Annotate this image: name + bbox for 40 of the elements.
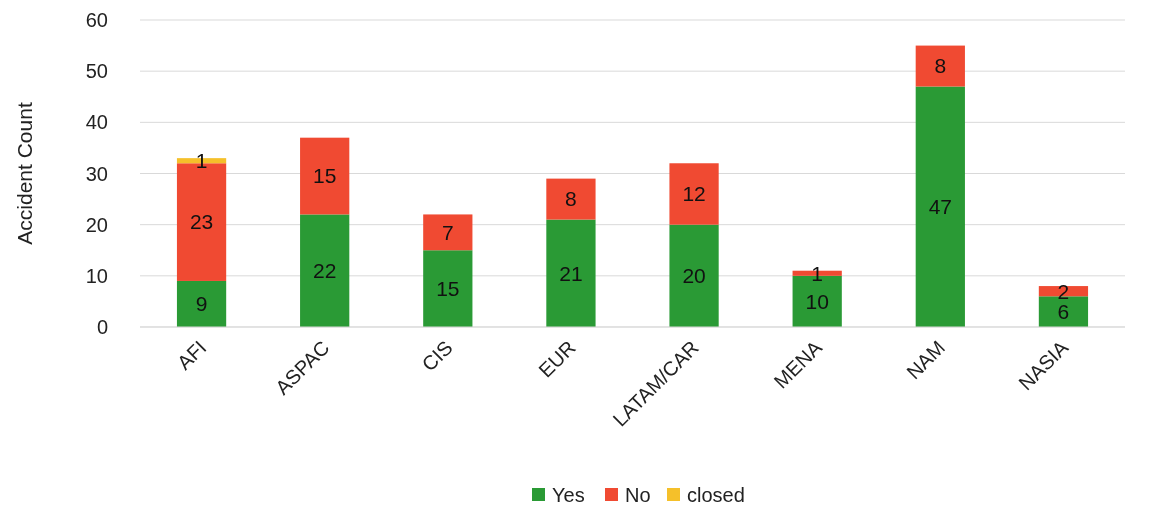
bar bbox=[176, 280, 227, 327]
y-tick-label: 20 bbox=[85, 213, 108, 236]
data-label: 21 bbox=[559, 261, 583, 285]
data-label: 22 bbox=[313, 259, 337, 283]
data-label: 12 bbox=[682, 182, 706, 206]
y-tick-label: 0 bbox=[96, 316, 108, 338]
data-label: 2 bbox=[1057, 279, 1070, 303]
legend-label: closed bbox=[687, 484, 745, 506]
data-label: 1 bbox=[811, 261, 824, 285]
x-tick-label: AFI bbox=[172, 336, 211, 374]
bar bbox=[423, 250, 473, 327]
legend-label: Yes bbox=[552, 484, 585, 506]
bar bbox=[423, 214, 473, 251]
bar bbox=[915, 86, 965, 327]
y-tick-label: 60 bbox=[85, 9, 108, 31]
bar bbox=[546, 219, 596, 327]
bar bbox=[300, 137, 350, 215]
y-tick-label: 10 bbox=[85, 264, 108, 287]
data-label: 47 bbox=[928, 195, 952, 219]
data-label: 9 bbox=[195, 292, 208, 316]
data-label: 15 bbox=[436, 276, 460, 300]
y-tick-label: 30 bbox=[85, 162, 108, 185]
x-tick-label: CIS bbox=[417, 336, 457, 376]
data-label: 20 bbox=[682, 264, 706, 288]
bar bbox=[300, 214, 350, 327]
y-tick-label: 50 bbox=[85, 60, 108, 83]
data-label: 8 bbox=[934, 54, 947, 78]
bar bbox=[669, 163, 719, 225]
bar bbox=[669, 224, 719, 327]
bar bbox=[546, 178, 596, 220]
y-tick-label: 40 bbox=[85, 111, 108, 134]
y-axis-title: Accident Count bbox=[13, 102, 36, 245]
bar bbox=[915, 45, 965, 87]
data-label: 15 bbox=[313, 164, 337, 188]
data-label: 6 bbox=[1057, 300, 1070, 323]
data-label: 10 bbox=[805, 289, 829, 313]
data-label: 8 bbox=[565, 187, 577, 211]
data-label: 23 bbox=[189, 210, 214, 234]
legend-label: No bbox=[625, 484, 651, 506]
data-label: 7 bbox=[441, 220, 454, 244]
